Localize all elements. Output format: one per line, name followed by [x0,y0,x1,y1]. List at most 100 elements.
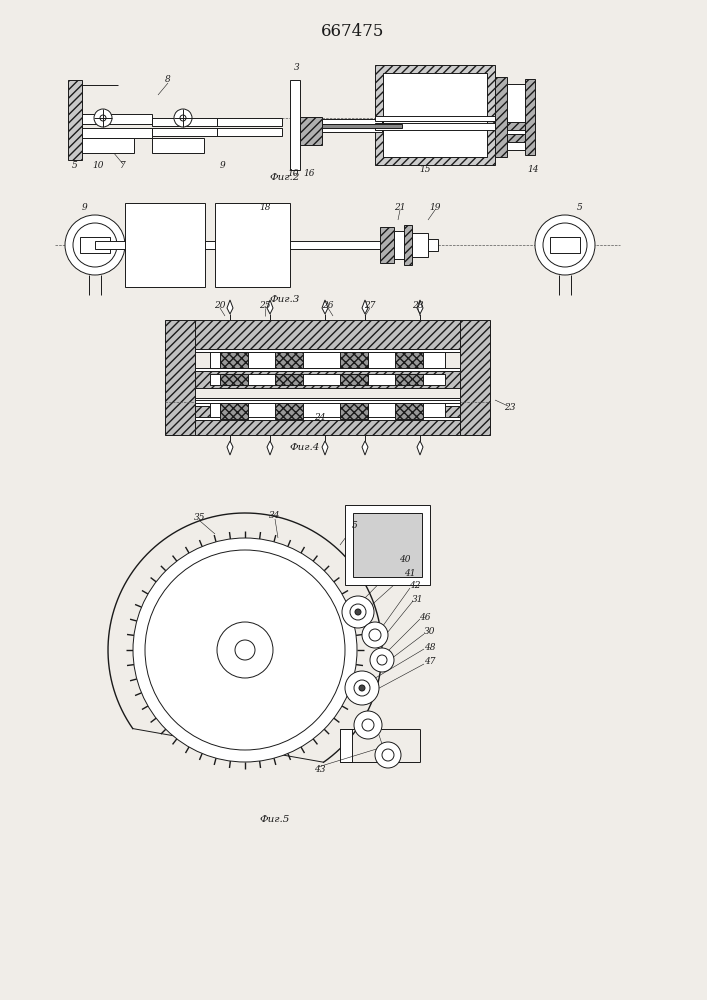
Bar [380,227,394,263]
Bar [507,134,525,142]
Bar [82,138,134,153]
Bar [215,203,290,287]
Bar [340,374,368,385]
Bar [195,398,460,406]
Circle shape [65,215,125,275]
Text: 41: 41 [404,568,416,578]
Bar [80,237,110,253]
Bar [220,352,248,368]
Text: 46: 46 [419,612,431,621]
Circle shape [543,223,587,267]
Circle shape [559,239,571,251]
Text: 48: 48 [424,643,436,652]
Bar [340,403,368,419]
Bar [340,352,368,368]
Circle shape [382,749,394,761]
Text: 667475: 667475 [321,23,385,40]
Bar [275,352,303,368]
Bar [375,116,495,121]
Text: 35: 35 [194,514,206,522]
Text: 28: 28 [412,302,423,310]
Circle shape [180,115,186,121]
Circle shape [362,719,374,731]
Bar [210,374,445,385]
Polygon shape [227,441,233,455]
Text: 10: 10 [92,161,104,170]
Polygon shape [262,415,268,429]
Text: 9: 9 [220,161,226,170]
Text: Фиг.3: Фиг.3 [270,296,300,304]
Bar [375,123,495,130]
Text: 30: 30 [424,628,436,637]
Bar [507,122,525,130]
Polygon shape [267,441,273,455]
Text: 5: 5 [352,522,358,530]
Text: 27: 27 [364,302,375,310]
Text: 10: 10 [287,169,299,178]
Bar [210,352,445,368]
Circle shape [100,115,106,121]
Circle shape [369,629,381,641]
Text: 44: 44 [384,750,396,760]
Text: 31: 31 [412,594,423,603]
Text: 40: 40 [399,556,411,564]
Polygon shape [417,300,423,314]
Text: 5: 5 [72,161,78,170]
Text: 21: 21 [395,204,406,213]
Bar [195,417,460,420]
Bar [394,231,404,259]
Bar [275,403,303,419]
Circle shape [145,550,345,750]
Bar [220,403,248,419]
Text: 15: 15 [419,165,431,174]
Bar [195,371,460,388]
Bar [322,126,382,132]
Text: 23: 23 [504,403,515,412]
Circle shape [370,648,394,672]
Text: 47: 47 [424,658,436,666]
Circle shape [217,622,273,678]
Bar [220,374,248,385]
Bar [152,118,217,126]
Bar [82,114,152,124]
Text: 18: 18 [259,204,271,213]
Circle shape [354,711,382,739]
Bar [340,729,352,762]
Bar [195,368,460,371]
Text: 42: 42 [409,582,421,590]
Bar [300,117,322,145]
Circle shape [133,538,357,762]
Polygon shape [267,300,273,314]
Text: Фиг.5: Фиг.5 [259,816,290,824]
Bar [345,505,430,585]
Bar [290,80,300,170]
Bar [165,320,195,435]
Circle shape [359,685,365,691]
Circle shape [342,596,374,628]
Polygon shape [322,300,328,314]
Text: 20: 20 [214,302,226,310]
Bar [125,203,205,287]
Bar [195,349,460,352]
Bar [525,79,535,155]
Text: 8: 8 [165,76,171,85]
Bar [353,513,422,577]
Text: 24: 24 [314,414,326,422]
Text: 43: 43 [314,766,326,774]
Circle shape [73,223,117,267]
Text: 34: 34 [269,512,281,520]
Text: 14: 14 [527,165,539,174]
Bar [275,374,303,385]
Bar [217,118,282,126]
Bar [460,320,490,435]
Bar [507,84,525,150]
Polygon shape [422,415,428,429]
Circle shape [354,680,370,696]
Circle shape [375,742,401,768]
Circle shape [362,622,388,648]
Bar [383,73,487,157]
Circle shape [535,215,595,275]
Text: 5: 5 [577,204,583,213]
Circle shape [174,109,192,127]
Circle shape [235,640,255,660]
